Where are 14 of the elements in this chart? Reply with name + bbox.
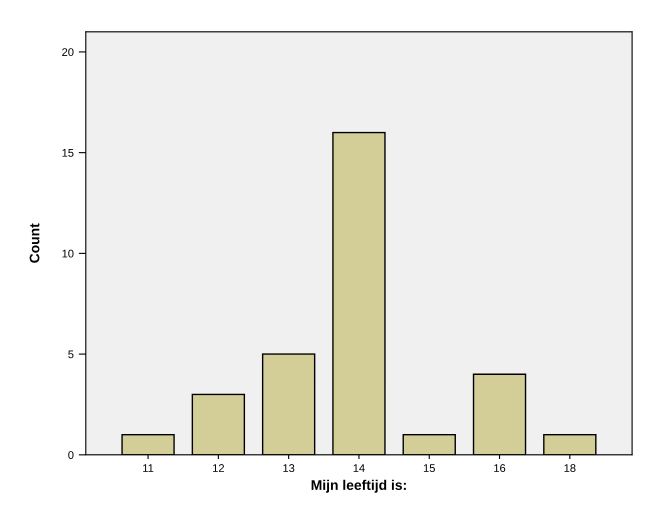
x-tick-label: 12 xyxy=(213,464,224,472)
x-tick-label: 16 xyxy=(494,464,506,472)
x-tick-label: 15 xyxy=(424,464,435,472)
y-tick-label: 5 xyxy=(68,350,74,358)
y-tick-label: 0 xyxy=(68,451,74,459)
y-tick-label: 10 xyxy=(62,250,74,258)
x-axis-title: Mijn leeftijd is: xyxy=(312,480,406,493)
x-tick-label: 14 xyxy=(354,464,365,472)
y-axis-title: Count xyxy=(30,223,40,263)
y-tick-label: 15 xyxy=(62,149,74,157)
x-tick-label: 18 xyxy=(564,464,576,472)
x-tick-label: 11 xyxy=(143,464,154,472)
x-tick-label: 13 xyxy=(283,464,294,472)
y-tick-label: 20 xyxy=(62,48,74,56)
